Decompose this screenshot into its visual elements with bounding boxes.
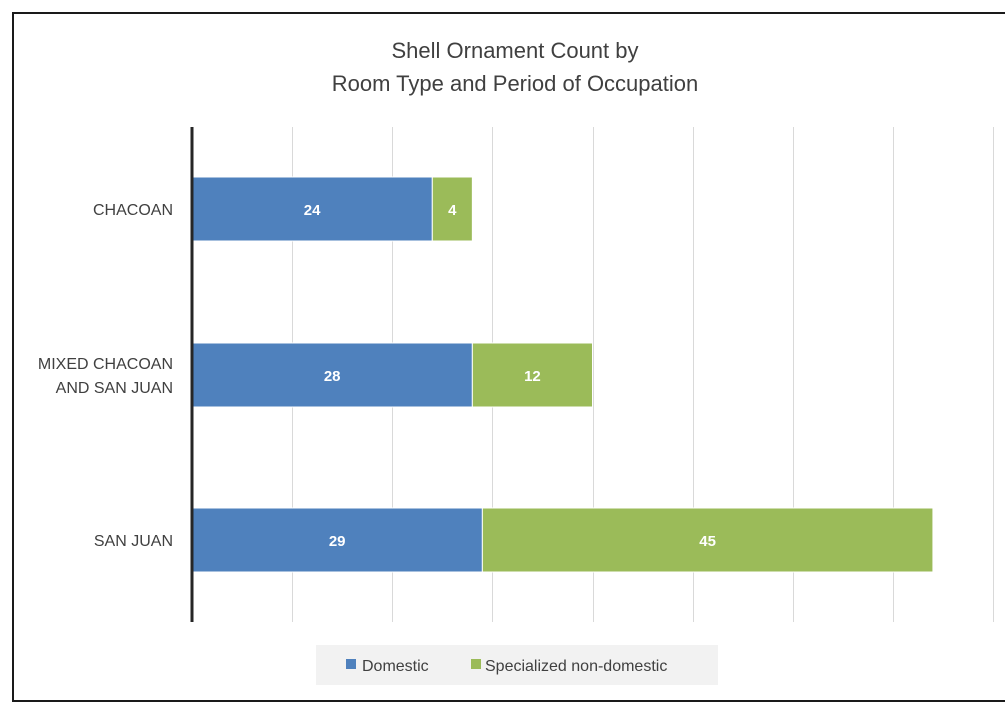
legend: Domestic Specialized non-domestic xyxy=(316,645,718,685)
bar-segment xyxy=(191,176,433,242)
data-labels: 24 4 28 12 29 45 xyxy=(304,202,716,550)
chart-title-line: Shell Ornament Count by xyxy=(391,38,638,63)
category-label: MIXED CHACOAN xyxy=(38,356,173,373)
category-labels: CHACOAN MIXED CHACOAN AND SAN JUAN SAN JUAN xyxy=(38,202,173,550)
bar-segment xyxy=(431,176,473,242)
chart-title: Shell Ornament Count by Room Type and Per… xyxy=(332,38,698,96)
category-label: CHACOAN xyxy=(93,202,173,219)
legend-swatch xyxy=(346,659,356,669)
data-label: 12 xyxy=(524,368,541,385)
data-label: 4 xyxy=(448,202,457,219)
legend-swatch xyxy=(471,659,481,669)
legend-label: Specialized non-domestic xyxy=(485,658,667,675)
data-label: 45 xyxy=(699,533,716,550)
data-label: 24 xyxy=(304,202,321,219)
bar-segment xyxy=(191,342,473,408)
bar-segment xyxy=(471,342,594,408)
category-label: SAN JUAN xyxy=(94,533,173,550)
bars xyxy=(191,176,934,573)
legend-label: Domestic xyxy=(362,658,429,675)
category-label: AND SAN JUAN xyxy=(56,380,173,397)
chart-title-line: Room Type and Period of Occupation xyxy=(332,71,698,96)
bar-segment xyxy=(191,507,483,573)
data-label: 28 xyxy=(324,368,341,385)
legend-background xyxy=(316,645,718,685)
data-label: 29 xyxy=(329,533,346,550)
bar-segment xyxy=(481,507,934,573)
